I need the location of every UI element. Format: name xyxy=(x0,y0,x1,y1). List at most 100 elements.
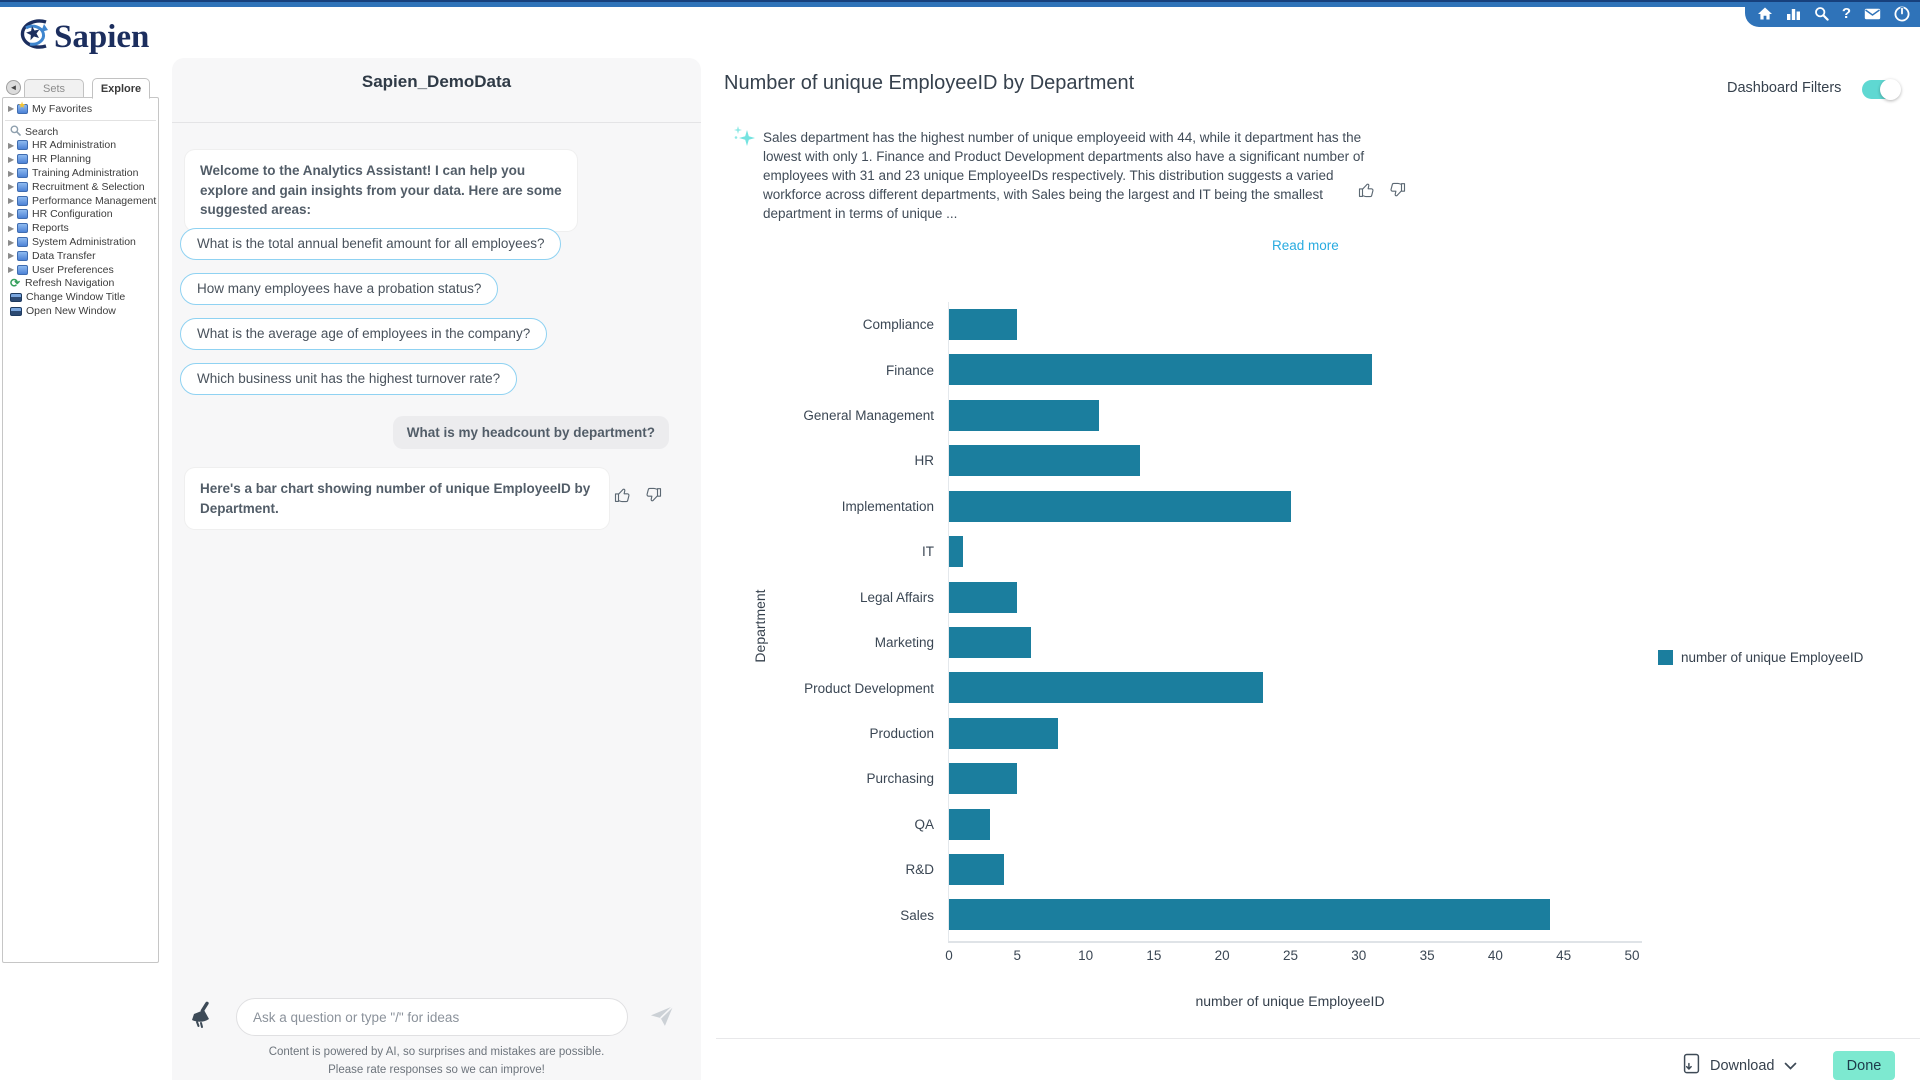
expand-arrow-icon: ▶ xyxy=(8,168,15,178)
tree-item-label: Change Window Title xyxy=(26,291,126,304)
summary-feedback xyxy=(1358,181,1406,199)
category-label: R&D xyxy=(905,862,934,878)
tab-sets[interactable]: Sets xyxy=(24,79,84,98)
help-icon[interactable]: ? xyxy=(1841,5,1851,22)
bar xyxy=(949,354,1373,386)
search-icon[interactable] xyxy=(1814,5,1829,22)
navigation-tree: ▶ ★ My Favorites Search ▶ HR Administrat… xyxy=(2,97,159,963)
expand-arrow-icon: ▶ xyxy=(8,265,15,275)
power-icon[interactable] xyxy=(1894,5,1910,22)
download-file-icon xyxy=(1682,1053,1701,1079)
tree-item-label: Search xyxy=(25,125,59,138)
tree-item-search[interactable]: Search xyxy=(3,125,158,139)
tree-item-refresh-navigation[interactable]: ⟳ Refresh Navigation xyxy=(3,277,158,291)
clear-chat-broom-icon[interactable] xyxy=(188,1000,214,1030)
ai-sparkle-icon xyxy=(731,124,757,150)
x-tick-label: 20 xyxy=(1214,948,1230,963)
mail-icon[interactable] xyxy=(1864,5,1881,22)
done-button[interactable]: Done xyxy=(1833,1051,1895,1080)
suggestion-chip[interactable]: What is the average age of employees in … xyxy=(180,318,548,350)
favorites-folder-icon: ★ xyxy=(17,100,28,114)
window-icon xyxy=(10,306,22,316)
thumbs-up-icon[interactable] xyxy=(1358,181,1376,199)
expand-arrow-icon: ▶ xyxy=(8,104,15,114)
folder-icon xyxy=(17,209,28,220)
folder-icon xyxy=(17,140,28,151)
tree-item-folder[interactable]: ▶ HR Planning xyxy=(3,152,158,166)
tree-item-label: Reports xyxy=(32,222,69,235)
chat-input[interactable] xyxy=(236,998,628,1036)
tree-item-folder[interactable]: ▶ System Administration xyxy=(3,235,158,249)
suggestion-chip[interactable]: What is the total annual benefit amount … xyxy=(180,228,562,260)
x-tick-label: 35 xyxy=(1419,948,1435,963)
chart-row: Compliance xyxy=(863,302,1632,347)
tree-item-open-new-window[interactable]: Open New Window xyxy=(3,304,158,318)
legend-swatch xyxy=(1658,650,1673,665)
tree-item-change-window-title[interactable]: Change Window Title xyxy=(3,290,158,304)
expand-arrow-icon: ▶ xyxy=(8,223,15,233)
chart-row: Marketing xyxy=(875,620,1632,665)
bar xyxy=(949,854,1004,886)
toggle-knob xyxy=(1880,79,1901,100)
bar xyxy=(949,763,1018,795)
folder-icon xyxy=(17,195,28,206)
category-label: Purchasing xyxy=(866,771,934,787)
folder-icon xyxy=(17,181,28,192)
chat-title: Sapien_DemoData xyxy=(361,72,512,91)
bar-chart-icon[interactable] xyxy=(1786,5,1801,22)
bar xyxy=(949,490,1291,522)
tree-item-label: Recruitment & Selection xyxy=(32,180,145,193)
x-tick-label: 0 xyxy=(945,948,953,963)
tree-item-label: My Favorites xyxy=(32,102,93,115)
home-icon[interactable] xyxy=(1757,5,1773,22)
download-button[interactable]: Download xyxy=(1682,1052,1797,1080)
tree-item-my-favorites[interactable]: ▶ ★ My Favorites xyxy=(3,100,158,116)
tree-item-folder[interactable]: ▶ User Preferences xyxy=(3,263,158,277)
sapien-logo: Sapien xyxy=(8,8,158,60)
bar xyxy=(949,445,1141,477)
bar xyxy=(949,808,990,840)
chart-row: HR xyxy=(915,438,1632,483)
tree-item-label: Training Administration xyxy=(32,167,139,180)
x-tick-label: 45 xyxy=(1556,948,1572,963)
message-feedback xyxy=(614,486,662,504)
download-label: Download xyxy=(1710,1058,1775,1074)
suggestion-chip[interactable]: How many employees have a probation stat… xyxy=(180,273,499,305)
tree-item-folder[interactable]: ▶ HR Administration xyxy=(3,139,158,153)
category-label: QA xyxy=(914,816,934,832)
tree-item-folder[interactable]: ▶ Recruitment & Selection xyxy=(3,180,158,194)
thumbs-up-icon[interactable] xyxy=(614,486,632,504)
tree-separator xyxy=(5,119,156,121)
send-icon[interactable] xyxy=(648,1002,676,1030)
x-tick-label: 15 xyxy=(1146,948,1162,963)
assistant-message: Here's a bar chart showing number of uni… xyxy=(185,468,609,530)
ai-summary-text: Sales department has the highest number … xyxy=(763,130,1365,221)
folder-icon xyxy=(17,154,28,165)
chart-y-axis-label: Department xyxy=(752,589,768,663)
footer-divider xyxy=(716,1038,1920,1039)
bar xyxy=(949,399,1100,431)
sidebar-collapse-button[interactable]: ◄ xyxy=(6,80,21,95)
tree-folder-list: ▶ HR Administration ▶ HR Planning ▶ Trai… xyxy=(3,139,158,277)
read-more-link[interactable]: Read more xyxy=(1272,238,1339,253)
chart-x-ticks: 0 5 10 15 20 25 30 35 40 45 50 xyxy=(945,948,1639,968)
legend-label: number of unique EmployeeID xyxy=(1681,650,1864,665)
x-tick-label: 10 xyxy=(1078,948,1094,963)
tree-item-folder[interactable]: ▶ Training Administration xyxy=(3,166,158,180)
tree-item-folder[interactable]: ▶ Performance Management xyxy=(3,194,158,208)
bar xyxy=(949,581,1018,613)
expand-arrow-icon: ▶ xyxy=(8,154,15,164)
thumbs-down-icon[interactable] xyxy=(1388,181,1406,199)
page-title: Number of unique EmployeeID by Departmen… xyxy=(724,72,1135,94)
category-label: HR xyxy=(914,453,935,469)
expand-arrow-icon: ▶ xyxy=(8,182,15,192)
thumbs-down-icon[interactable] xyxy=(644,486,662,504)
tree-item-folder[interactable]: ▶ Data Transfer xyxy=(3,249,158,263)
tab-explore[interactable]: Explore xyxy=(92,78,150,99)
dashboard-filters-toggle[interactable] xyxy=(1862,79,1901,100)
suggestion-chip[interactable]: Which business unit has the highest turn… xyxy=(180,363,518,395)
tree-item-folder[interactable]: ▶ Reports xyxy=(3,221,158,235)
tree-item-folder[interactable]: ▶ HR Configuration xyxy=(3,208,158,222)
user-message: What is my headcount by department? xyxy=(392,416,669,449)
category-label: Production xyxy=(869,726,934,741)
